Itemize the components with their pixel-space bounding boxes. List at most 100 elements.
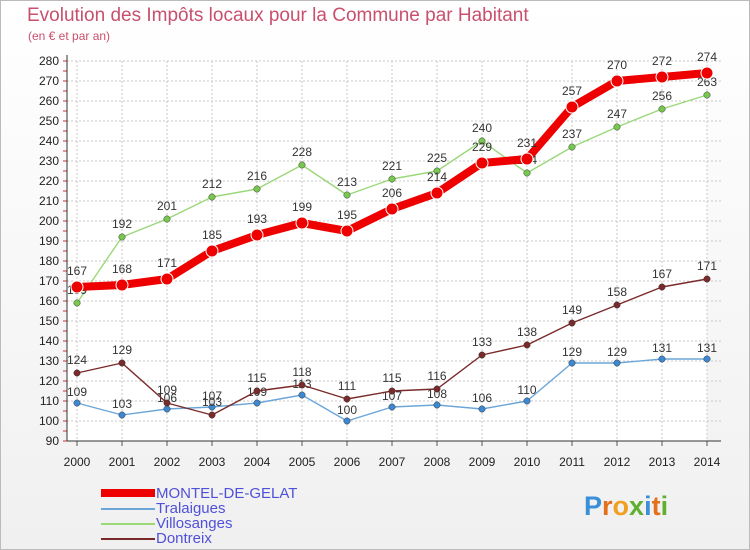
- data-label-villosanges: 225: [427, 151, 447, 165]
- data-point-tralaigues: [523, 397, 531, 405]
- y-tick-label: 240: [39, 134, 59, 148]
- data-point-tralaigues: [208, 403, 216, 411]
- data-label-montel-de-gelat: 270: [607, 58, 627, 72]
- data-label-dontreix: 116: [427, 369, 446, 383]
- data-label-dontreix: 138: [517, 325, 537, 339]
- y-tick-label: 140: [39, 334, 59, 348]
- data-label-villosanges: 212: [202, 177, 222, 191]
- y-tick-label: 90: [46, 434, 60, 448]
- data-label-dontreix: 111: [338, 379, 357, 393]
- data-label-montel-de-gelat: 272: [652, 54, 672, 68]
- data-label-montel-de-gelat: 171: [157, 256, 177, 270]
- chart-title: Evolution des Impôts locaux pour la Comm…: [27, 5, 529, 26]
- y-tick-label: 270: [39, 74, 59, 88]
- data-label-tralaigues: 108: [427, 387, 447, 401]
- data-label-tralaigues: 129: [607, 345, 627, 359]
- data-point-villosanges: [613, 123, 621, 131]
- data-point-villosanges: [163, 215, 171, 223]
- data-point-tralaigues: [118, 411, 126, 419]
- data-label-tralaigues: 131: [652, 341, 672, 355]
- plot-area: [67, 61, 707, 441]
- x-tick-label: 2003: [199, 455, 226, 469]
- data-label-villosanges: 201: [157, 199, 177, 213]
- data-point-dontreix: [658, 283, 666, 291]
- x-tick-label: 2004: [244, 455, 271, 469]
- data-label-villosanges: 237: [562, 127, 582, 141]
- data-point-dontreix: [568, 319, 576, 327]
- y-tick-label: 190: [39, 234, 59, 248]
- data-point-tralaigues: [613, 359, 621, 367]
- x-tick-label: 2010: [514, 455, 541, 469]
- data-point-tralaigues: [388, 403, 396, 411]
- data-point-montel-de-gelat: [430, 186, 444, 200]
- data-label-villosanges: 240: [472, 121, 492, 135]
- x-tick-label: 2008: [424, 455, 451, 469]
- x-tick-label: 2011: [559, 455, 585, 469]
- y-tick-label: 230: [39, 154, 59, 168]
- x-tick-label: 2012: [604, 455, 631, 469]
- legend-item-tralaigues: Tralaigues: [101, 500, 401, 517]
- data-label-dontreix: 118: [292, 365, 311, 379]
- y-tick-label: 160: [39, 294, 59, 308]
- data-point-dontreix: [388, 387, 396, 395]
- data-point-dontreix: [523, 341, 531, 349]
- data-label-tralaigues: 106: [157, 391, 177, 405]
- data-label-dontreix: 124: [67, 353, 87, 367]
- logo-letter: P: [584, 491, 603, 521]
- data-label-montel-de-gelat: 206: [382, 186, 402, 200]
- data-point-montel-de-gelat: [340, 224, 354, 238]
- data-point-montel-de-gelat: [700, 66, 714, 80]
- y-tick-label: 120: [39, 374, 59, 388]
- proxiti-logo: Proxiti: [584, 491, 668, 522]
- y-tick-label: 200: [39, 214, 59, 228]
- data-point-villosanges: [73, 299, 81, 307]
- data-label-montel-de-gelat: 229: [472, 140, 492, 154]
- logo-letter: x: [629, 491, 645, 521]
- y-tick-label: 250: [39, 114, 59, 128]
- data-point-tralaigues: [298, 391, 306, 399]
- data-label-montel-de-gelat: 168: [112, 262, 132, 276]
- x-tick-label: 2000: [64, 455, 91, 469]
- data-point-dontreix: [613, 301, 621, 309]
- x-tick-label: 2009: [469, 455, 496, 469]
- data-label-tralaigues: 107: [202, 389, 222, 403]
- legend-item-dontreix: Dontreix: [101, 530, 401, 547]
- data-point-montel-de-gelat: [385, 202, 399, 216]
- data-point-dontreix: [703, 275, 711, 283]
- data-point-montel-de-gelat: [70, 280, 84, 294]
- data-label-villosanges: 213: [337, 175, 357, 189]
- chart-subtitle: (en € et par an): [28, 29, 111, 43]
- x-tick-label: 2005: [289, 455, 316, 469]
- data-label-dontreix: 158: [607, 285, 627, 299]
- data-label-montel-de-gelat: 257: [562, 84, 582, 98]
- data-point-dontreix: [73, 369, 81, 377]
- legend-swatch-montel: [101, 489, 155, 497]
- data-label-tralaigues: 100: [337, 403, 357, 417]
- logo-letter: i: [644, 491, 652, 521]
- data-point-villosanges: [703, 91, 711, 99]
- y-tick-label: 150: [39, 314, 59, 328]
- y-tick-label: 100: [39, 414, 59, 428]
- data-point-dontreix: [163, 399, 171, 407]
- data-point-tralaigues: [703, 355, 711, 363]
- data-label-tralaigues: 109: [67, 385, 87, 399]
- data-label-montel-de-gelat: 214: [427, 170, 447, 184]
- data-point-montel-de-gelat: [250, 228, 264, 242]
- legend-label-montel: MONTEL-DE-GELAT: [156, 485, 298, 502]
- data-label-tralaigues: 106: [472, 391, 492, 405]
- y-tick-label: 110: [40, 394, 59, 408]
- data-point-dontreix: [433, 385, 441, 393]
- data-point-villosanges: [478, 137, 486, 145]
- y-tick-label: 180: [39, 254, 59, 268]
- data-point-villosanges: [208, 193, 216, 201]
- y-tick-label: 220: [39, 174, 59, 188]
- data-point-villosanges: [298, 161, 306, 169]
- legend-label-dontreix: Dontreix: [156, 530, 212, 547]
- data-label-montel-de-gelat: 167: [67, 264, 87, 278]
- data-point-montel-de-gelat: [565, 100, 579, 114]
- data-point-villosanges: [568, 143, 576, 151]
- x-tick-label: 2001: [109, 455, 136, 469]
- data-label-montel-de-gelat: 195: [337, 208, 357, 222]
- legend-swatch-dontreix: [101, 538, 155, 540]
